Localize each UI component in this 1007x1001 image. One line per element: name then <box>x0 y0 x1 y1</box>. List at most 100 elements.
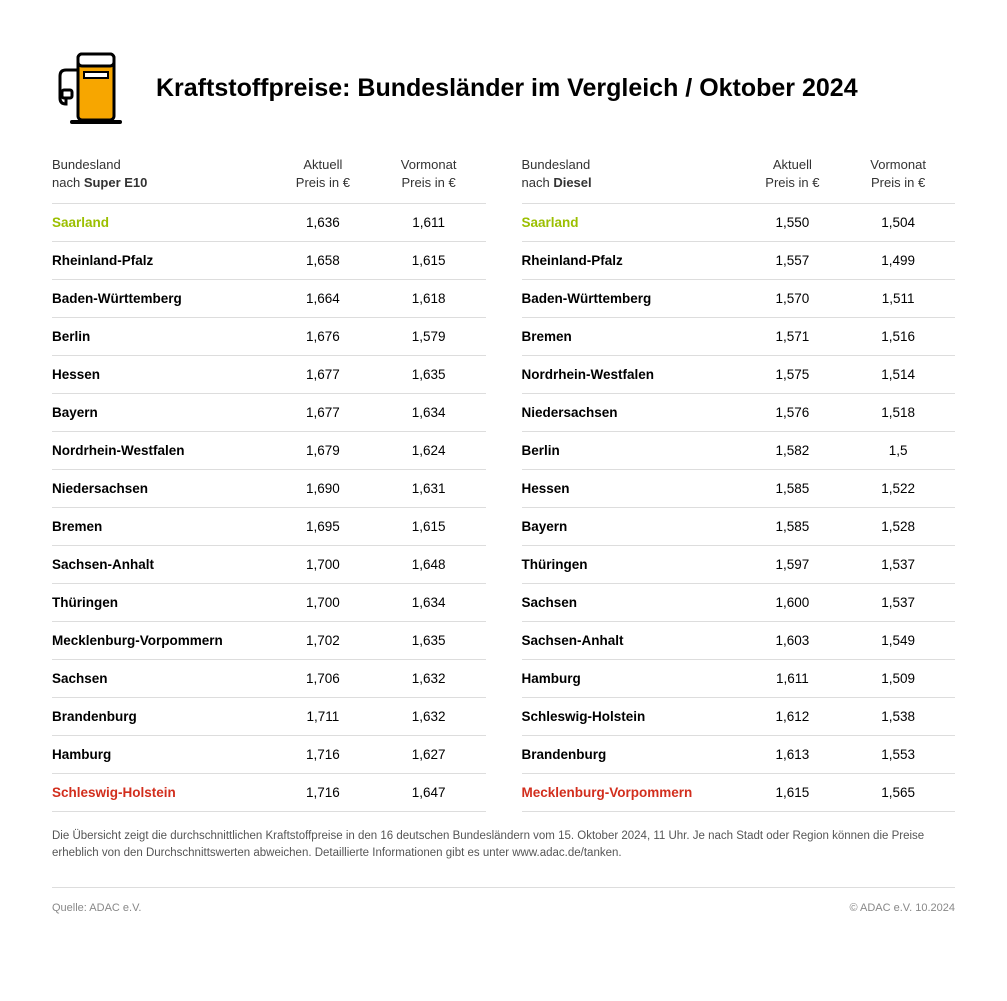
state-cell: Mecklenburg-Vorpommern <box>522 774 744 812</box>
table-row: Bremen1,5711,516 <box>522 318 956 356</box>
state-cell: Schleswig-Holstein <box>52 774 274 812</box>
current-price-cell: 1,603 <box>744 622 850 660</box>
state-cell: Baden-Württemberg <box>52 280 274 318</box>
table-row: Hamburg1,6111,509 <box>522 660 956 698</box>
prev-price-cell: 1,632 <box>380 698 486 736</box>
current-price-cell: 1,695 <box>274 508 380 546</box>
state-cell: Schleswig-Holstein <box>522 698 744 736</box>
state-cell: Hamburg <box>52 736 274 774</box>
footnote: Die Übersicht zeigt die durchschnittlich… <box>52 828 955 888</box>
page-title: Kraftstoffpreise: Bundesländer im Vergle… <box>156 74 858 103</box>
state-cell: Sachsen <box>52 660 274 698</box>
table-row: Nordrhein-Westfalen1,6791,624 <box>52 432 486 470</box>
col-header-state: Bundeslandnach Super E10 <box>52 156 274 204</box>
current-price-cell: 1,571 <box>744 318 850 356</box>
current-price-cell: 1,575 <box>744 356 850 394</box>
prev-price-cell: 1,632 <box>380 660 486 698</box>
state-cell: Bremen <box>52 508 274 546</box>
current-price-cell: 1,582 <box>744 432 850 470</box>
prev-price-cell: 1,537 <box>849 546 955 584</box>
price-table: Bundeslandnach Super E10AktuellPreis in … <box>52 156 486 812</box>
current-price-cell: 1,600 <box>744 584 850 622</box>
current-price-cell: 1,557 <box>744 242 850 280</box>
state-cell: Niedersachsen <box>522 394 744 432</box>
prev-price-cell: 1,647 <box>380 774 486 812</box>
prev-price-cell: 1,504 <box>849 204 955 242</box>
col-header-prev: VormonatPreis in € <box>380 156 486 204</box>
table-row: Baden-Württemberg1,5701,511 <box>522 280 956 318</box>
current-price-cell: 1,677 <box>274 394 380 432</box>
table-row: Sachsen-Anhalt1,6031,549 <box>522 622 956 660</box>
current-price-cell: 1,613 <box>744 736 850 774</box>
current-price-cell: 1,706 <box>274 660 380 698</box>
table-row: Rheinland-Pfalz1,5571,499 <box>522 242 956 280</box>
current-price-cell: 1,550 <box>744 204 850 242</box>
current-price-cell: 1,611 <box>744 660 850 698</box>
current-price-cell: 1,585 <box>744 508 850 546</box>
prev-price-cell: 1,627 <box>380 736 486 774</box>
table-row: Brandenburg1,6131,553 <box>522 736 956 774</box>
prev-price-cell: 1,522 <box>849 470 955 508</box>
current-price-cell: 1,711 <box>274 698 380 736</box>
prev-price-cell: 1,615 <box>380 508 486 546</box>
col-header-prev: VormonatPreis in € <box>849 156 955 204</box>
col-header-state: Bundeslandnach Diesel <box>522 156 744 204</box>
state-cell: Saarland <box>52 204 274 242</box>
prev-price-cell: 1,549 <box>849 622 955 660</box>
current-price-cell: 1,585 <box>744 470 850 508</box>
table-row: Sachsen1,7061,632 <box>52 660 486 698</box>
col-header-current: AktuellPreis in € <box>744 156 850 204</box>
state-cell: Thüringen <box>522 546 744 584</box>
current-price-cell: 1,664 <box>274 280 380 318</box>
table-row: Schleswig-Holstein1,7161,647 <box>52 774 486 812</box>
state-cell: Bremen <box>522 318 744 356</box>
state-cell: Nordrhein-Westfalen <box>52 432 274 470</box>
state-cell: Nordrhein-Westfalen <box>522 356 744 394</box>
tables-container: Bundeslandnach Super E10AktuellPreis in … <box>52 156 955 812</box>
prev-price-cell: 1,634 <box>380 394 486 432</box>
state-cell: Hamburg <box>522 660 744 698</box>
state-cell: Saarland <box>522 204 744 242</box>
state-cell: Sachsen-Anhalt <box>522 622 744 660</box>
table-row: Berlin1,5821,5 <box>522 432 956 470</box>
current-price-cell: 1,700 <box>274 584 380 622</box>
state-cell: Sachsen-Anhalt <box>52 546 274 584</box>
prev-price-cell: 1,611 <box>380 204 486 242</box>
table-row: Hamburg1,7161,627 <box>52 736 486 774</box>
state-cell: Brandenburg <box>522 736 744 774</box>
current-price-cell: 1,612 <box>744 698 850 736</box>
state-cell: Sachsen <box>522 584 744 622</box>
table-row: Sachsen1,6001,537 <box>522 584 956 622</box>
price-table: Bundeslandnach DieselAktuellPreis in €Vo… <box>522 156 956 812</box>
prev-price-cell: 1,631 <box>380 470 486 508</box>
table-row: Niedersachsen1,6901,631 <box>52 470 486 508</box>
table-row: Berlin1,6761,579 <box>52 318 486 356</box>
table-row: Hessen1,6771,635 <box>52 356 486 394</box>
state-cell: Mecklenburg-Vorpommern <box>52 622 274 660</box>
state-cell: Berlin <box>522 432 744 470</box>
col-header-current: AktuellPreis in € <box>274 156 380 204</box>
state-cell: Bayern <box>522 508 744 546</box>
prev-price-cell: 1,499 <box>849 242 955 280</box>
table-row: Saarland1,6361,611 <box>52 204 486 242</box>
table-row: Thüringen1,5971,537 <box>522 546 956 584</box>
current-price-cell: 1,677 <box>274 356 380 394</box>
fuel-pump-icon <box>52 48 132 128</box>
table-row: Bayern1,6771,634 <box>52 394 486 432</box>
table-row: Mecklenburg-Vorpommern1,7021,635 <box>52 622 486 660</box>
prev-price-cell: 1,509 <box>849 660 955 698</box>
prev-price-cell: 1,615 <box>380 242 486 280</box>
table-row: Schleswig-Holstein1,6121,538 <box>522 698 956 736</box>
current-price-cell: 1,615 <box>744 774 850 812</box>
table-row: Bremen1,6951,615 <box>52 508 486 546</box>
table-row: Baden-Württemberg1,6641,618 <box>52 280 486 318</box>
current-price-cell: 1,690 <box>274 470 380 508</box>
current-price-cell: 1,700 <box>274 546 380 584</box>
table-row: Niedersachsen1,5761,518 <box>522 394 956 432</box>
current-price-cell: 1,702 <box>274 622 380 660</box>
prev-price-cell: 1,618 <box>380 280 486 318</box>
header: Kraftstoffpreise: Bundesländer im Vergle… <box>52 48 955 128</box>
table-row: Bayern1,5851,528 <box>522 508 956 546</box>
table-row: Hessen1,5851,522 <box>522 470 956 508</box>
current-price-cell: 1,658 <box>274 242 380 280</box>
